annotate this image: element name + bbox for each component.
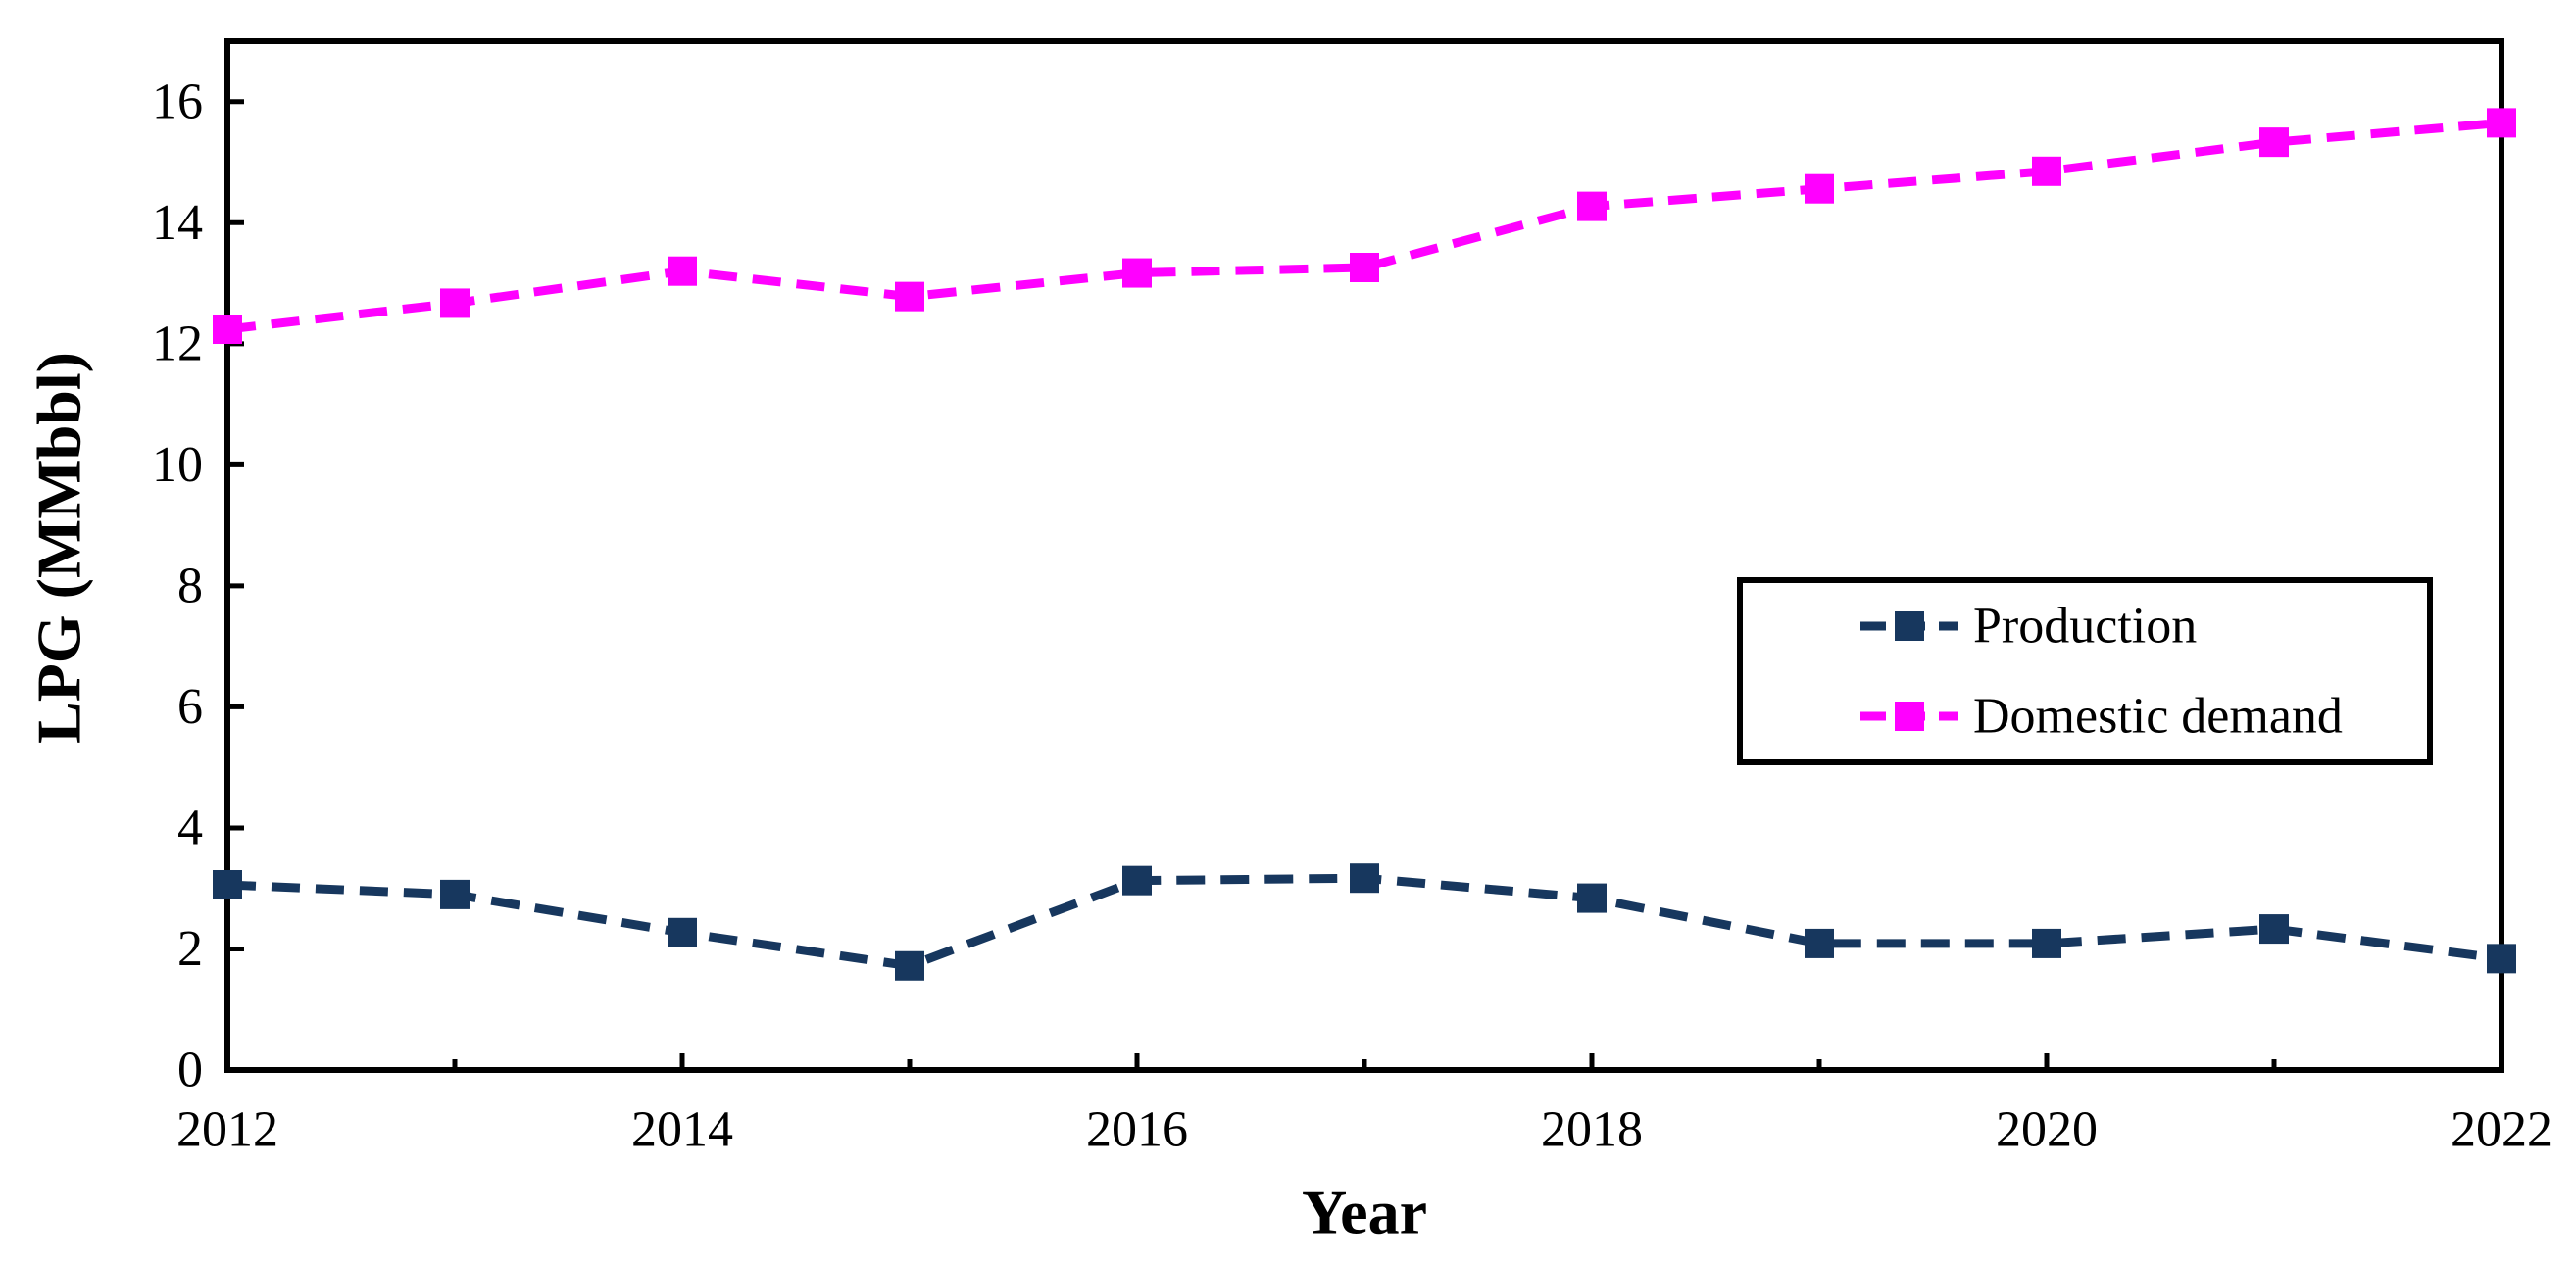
x-axis-title: Year <box>1302 1178 1427 1247</box>
domestic-demand-marker <box>2259 127 2289 158</box>
production-marker <box>2487 944 2516 974</box>
y-tick-label: 4 <box>177 800 203 855</box>
domestic-demand-marker <box>1350 253 1379 282</box>
production-legend-marker <box>1895 611 1924 641</box>
production-marker <box>213 870 242 899</box>
legend: Production Domestic demand <box>1737 577 2433 765</box>
domestic-demand-legend-marker <box>1895 702 1924 731</box>
production-legend-label: Production <box>1973 599 2197 655</box>
domestic-demand-marker <box>1577 191 1607 221</box>
plot-frame <box>224 38 2504 1073</box>
production-marker <box>668 917 697 947</box>
domestic-demand-marker <box>440 288 470 318</box>
production-marker <box>895 950 924 981</box>
domestic-demand-marker <box>213 315 242 344</box>
production-marker <box>1350 863 1379 894</box>
x-tick-label: 2014 <box>631 1102 733 1158</box>
domestic-demand-series <box>213 108 2516 344</box>
y-tick-label: 2 <box>177 921 203 977</box>
production-marker <box>2032 928 2061 958</box>
production-marker <box>440 879 470 909</box>
domestic-demand-marker <box>2487 108 2516 138</box>
x-tick-label: 2022 <box>2451 1102 2552 1158</box>
y-tick-label: 8 <box>177 558 203 613</box>
production-marker <box>2259 914 2289 945</box>
domestic-demand-line <box>226 118 2502 334</box>
domestic-demand-marker <box>895 281 924 312</box>
domestic-demand-marker <box>668 256 697 286</box>
y-tick-label: 0 <box>177 1043 203 1098</box>
domestic-demand-marker <box>1805 173 1834 204</box>
y-tick-label: 14 <box>152 195 203 251</box>
domestic-demand-marker <box>1122 258 1152 288</box>
y-tick-label: 6 <box>177 679 203 735</box>
production-marker <box>1577 883 1607 913</box>
y-tick-label: 12 <box>152 316 203 371</box>
legend-box <box>1737 577 2433 765</box>
y-tick-label: 16 <box>152 73 203 129</box>
production-series <box>213 863 2516 981</box>
x-tick-label: 2016 <box>1086 1102 1188 1158</box>
production-marker <box>1805 928 1834 958</box>
y-tick-label: 10 <box>152 437 203 493</box>
x-tick-label: 2012 <box>176 1102 278 1158</box>
domestic-demand-legend-label: Domestic demand <box>1973 689 2343 745</box>
y-axis-title: LPG (MMbbl) <box>25 352 94 744</box>
domestic-demand-marker <box>2032 156 2061 186</box>
x-tick-label: 2020 <box>1996 1102 2098 1158</box>
x-tick-label: 2018 <box>1541 1102 1643 1158</box>
production-marker <box>1122 865 1152 896</box>
